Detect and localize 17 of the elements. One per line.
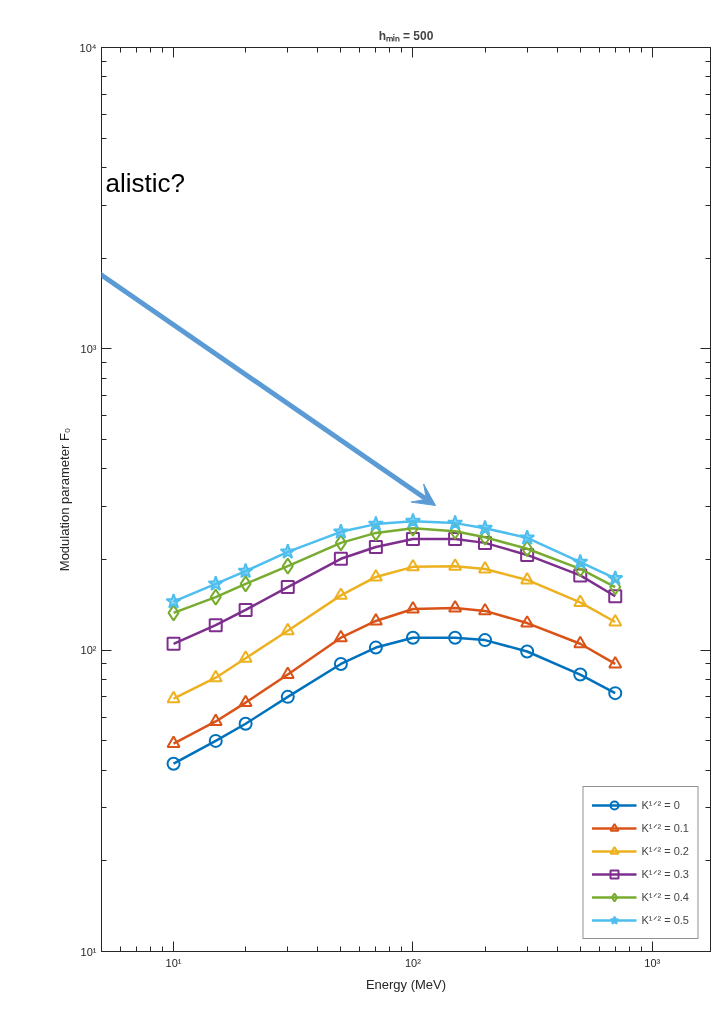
chart-title: hₘᵢₙ = 500 xyxy=(378,28,434,43)
y-tick-label: 10¹ xyxy=(80,945,97,958)
y-axis-title: Modulation parameter F₀ xyxy=(56,427,72,572)
legend-label: K¹ᐟ² = 0.4 xyxy=(641,890,689,904)
legend-label: K¹ᐟ² = 0.1 xyxy=(641,821,689,835)
x-tick-label: 10² xyxy=(404,956,422,969)
y-tick-label: 10² xyxy=(80,644,97,657)
legend-label: K¹ᐟ² = 0 xyxy=(641,798,680,812)
x-tick-label: 10³ xyxy=(644,956,661,969)
y-tick-label: 10⁴ xyxy=(79,41,97,54)
x-axis-title: Energy (MeV) xyxy=(365,976,447,992)
y-tick-label: 10³ xyxy=(80,342,97,355)
legend-label: K¹ᐟ² = 0.2 xyxy=(641,844,689,858)
legend-label: K¹ᐟ² = 0.5 xyxy=(641,913,689,927)
legend-label: K¹ᐟ² = 0.3 xyxy=(641,867,689,881)
x-tick-label: 10¹ xyxy=(165,956,182,969)
annotation: alistic? xyxy=(105,167,185,198)
